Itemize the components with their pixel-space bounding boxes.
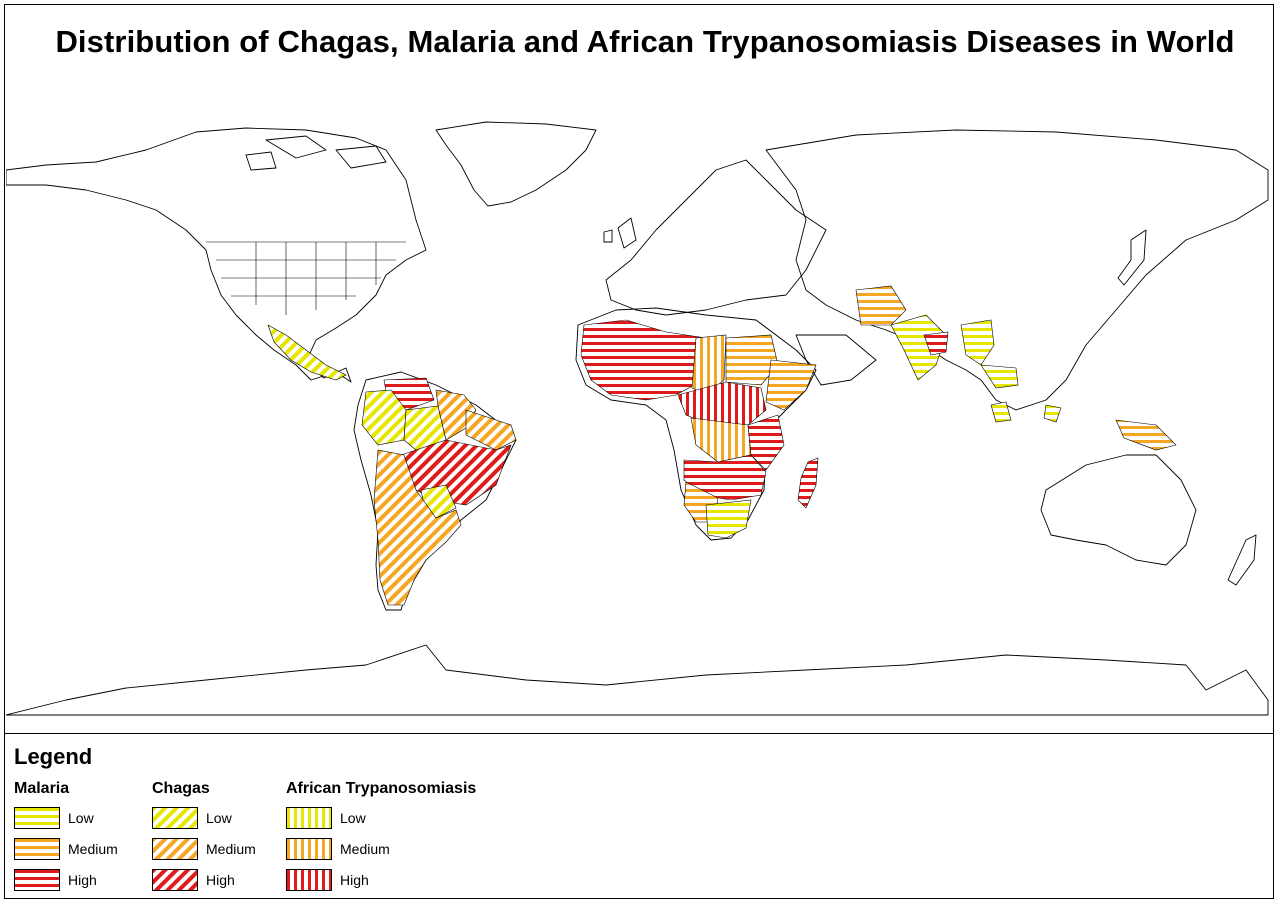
legend-item-tryp-high: High bbox=[286, 864, 476, 895]
legend-item-tryp-low: Low bbox=[286, 802, 476, 833]
legend-item-chagas-medium: Medium bbox=[152, 833, 256, 864]
new-zealand bbox=[1227, 534, 1257, 586]
chagas-medium-swatch bbox=[152, 837, 198, 860]
malaria-low-swatch bbox=[14, 806, 60, 829]
uk-ireland bbox=[603, 217, 637, 249]
legend-group-title: Malaria bbox=[14, 780, 70, 797]
legend-item-malaria-low: Low bbox=[14, 802, 118, 833]
map-title: Distribution of Chagas, Malaria and Afri… bbox=[55, 24, 1235, 59]
legend-item-label: Low bbox=[340, 809, 366, 826]
legend-item-label: Low bbox=[206, 809, 232, 826]
tryp-high-swatch bbox=[286, 868, 332, 891]
world-map bbox=[6, 121, 1269, 716]
asia-indochina-low bbox=[980, 364, 1019, 389]
tryp-low-swatch bbox=[286, 806, 332, 829]
af-central-tryp-high bbox=[677, 381, 767, 426]
asia-india-low bbox=[890, 314, 947, 381]
legend-item-label: High bbox=[68, 871, 97, 888]
legend-item-malaria-medium: Medium bbox=[14, 833, 118, 864]
af-east-high bbox=[747, 414, 785, 471]
canada-islands bbox=[245, 135, 387, 171]
legend-item-label: High bbox=[206, 871, 235, 888]
chagas-low-swatch bbox=[152, 806, 198, 829]
japan bbox=[1117, 229, 1147, 286]
asia-pakistan-med bbox=[855, 285, 907, 326]
asia-burma-low bbox=[960, 319, 995, 366]
af-horn-med bbox=[765, 359, 817, 411]
central-america-malaria-chagas bbox=[267, 324, 347, 381]
legend-item-tryp-medium: Medium bbox=[286, 833, 476, 864]
madagascar-high bbox=[797, 457, 819, 509]
af-congo-tryp-med bbox=[690, 417, 752, 463]
malaria-high-swatch bbox=[14, 868, 60, 891]
legend-item-malaria-high: High bbox=[14, 864, 118, 895]
legend-group-title: African Trypanosomiasis bbox=[286, 780, 477, 797]
europe bbox=[605, 159, 827, 316]
map-legend-divider bbox=[4, 733, 1274, 734]
legend-item-chagas-low: Low bbox=[152, 802, 256, 833]
asia-newguinea-med bbox=[1115, 419, 1177, 451]
chagas-high-swatch bbox=[152, 868, 198, 891]
legend-group-title: Chagas bbox=[152, 780, 210, 797]
usa-grid bbox=[206, 241, 406, 315]
asia-indonesia-low bbox=[990, 401, 1062, 423]
legend-item-label: Low bbox=[68, 809, 94, 826]
australia bbox=[1040, 454, 1197, 566]
legend-group-african-trypanosomiasis: African Trypanosomiasis Low Medium High bbox=[286, 780, 476, 895]
sa-northeast-chagas-med bbox=[465, 409, 517, 451]
malaria-medium-swatch bbox=[14, 837, 60, 860]
greenland bbox=[435, 121, 597, 207]
af-west-high bbox=[580, 319, 707, 401]
asia bbox=[765, 129, 1269, 411]
legend-title: Legend bbox=[14, 744, 93, 769]
legend-group-malaria: Malaria Low Medium High bbox=[14, 780, 118, 895]
tryp-medium-swatch bbox=[286, 837, 332, 860]
legend-item-label: High bbox=[340, 871, 369, 888]
legend-item-label: Medium bbox=[206, 840, 256, 857]
af-south-low bbox=[705, 499, 752, 539]
legend-item-chagas-high: High bbox=[152, 864, 256, 895]
legend-item-label: Medium bbox=[340, 840, 390, 857]
sa-south-chagas-med bbox=[373, 449, 462, 606]
antarctica bbox=[6, 644, 1269, 716]
legend: Legend Malaria Low Medium High Chagas Lo… bbox=[14, 744, 614, 894]
legend-group-chagas: Chagas Low Medium High bbox=[152, 780, 256, 895]
arabia bbox=[795, 334, 877, 386]
legend-item-label: Medium bbox=[68, 840, 118, 857]
africa bbox=[575, 307, 817, 541]
asia-india-high bbox=[923, 331, 949, 356]
map-frame bbox=[4, 4, 1274, 899]
